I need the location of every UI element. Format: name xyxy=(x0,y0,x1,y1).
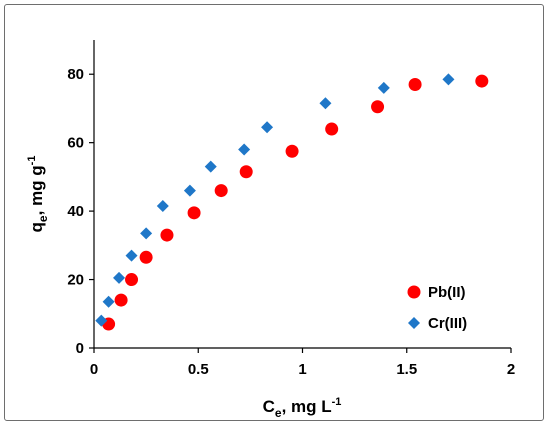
data-point-cr-iii xyxy=(95,314,108,327)
data-point-pb-ii xyxy=(408,77,422,91)
legend-marker-pb-ii xyxy=(407,285,421,299)
data-point-cr-iii xyxy=(442,73,455,86)
x-tick-label: 1.5 xyxy=(396,361,417,378)
data-point-pb-ii xyxy=(214,184,228,198)
data-point-cr-iii xyxy=(319,97,332,110)
data-point-pb-ii xyxy=(139,250,153,264)
data-point-cr-iii xyxy=(183,184,196,197)
data-point-pb-ii xyxy=(371,100,385,114)
data-point-pb-ii xyxy=(125,273,139,287)
x-axis-title: Ce, mg L-1 xyxy=(263,396,342,420)
x-tick-label: 0.5 xyxy=(188,361,209,378)
x-tick-label: 1 xyxy=(298,361,306,378)
data-point-pb-ii xyxy=(325,122,339,136)
data-point-pb-ii xyxy=(285,144,299,158)
data-point-pb-ii xyxy=(160,228,174,242)
y-tick-label: 20 xyxy=(67,272,84,289)
y-tick-label: 60 xyxy=(67,135,84,152)
legend-label-cr-iii: Cr(III) xyxy=(428,315,467,332)
x-tick-label: 2 xyxy=(507,361,515,378)
legend-label-pb-ii: Pb(II) xyxy=(428,284,466,301)
data-point-cr-iii xyxy=(377,81,390,94)
legend-marker-cr-iii xyxy=(408,317,420,329)
data-point-cr-iii xyxy=(113,271,126,284)
y-axis-title: qe, mg g-1 xyxy=(26,156,50,233)
y-tick-label: 80 xyxy=(67,66,84,83)
data-point-cr-iii xyxy=(140,227,153,240)
data-point-cr-iii xyxy=(261,121,274,134)
data-point-pb-ii xyxy=(475,74,489,88)
data-point-pb-ii xyxy=(239,165,253,179)
y-tick-label: 40 xyxy=(67,203,84,220)
data-point-cr-iii xyxy=(102,295,115,308)
data-point-cr-iii xyxy=(125,249,138,262)
data-point-cr-iii xyxy=(156,199,169,212)
data-point-pb-ii xyxy=(114,293,128,307)
y-tick-label: 0 xyxy=(76,340,84,357)
x-tick-label: 0 xyxy=(90,361,98,378)
data-point-cr-iii xyxy=(204,160,217,173)
data-point-cr-iii xyxy=(238,143,251,156)
data-point-pb-ii xyxy=(187,206,201,220)
